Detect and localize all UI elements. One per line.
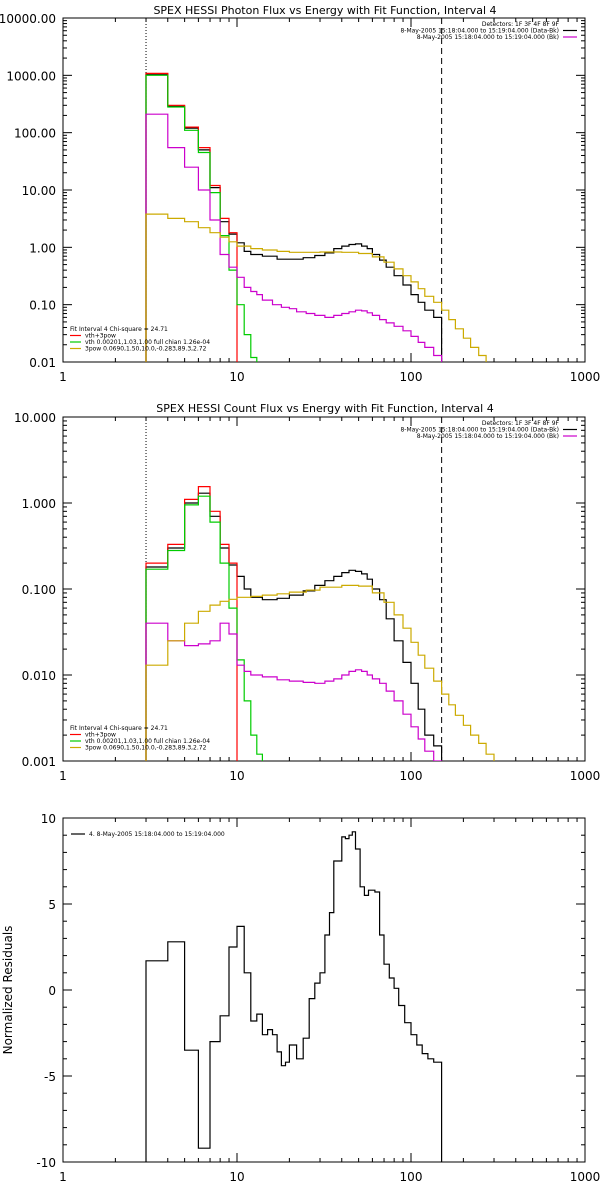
y-tick-label: 10000.00 [0,12,56,26]
y-tick-label: 0.100 [22,583,56,597]
legend-entry: vth+3pow [85,333,116,340]
series-line [145,73,443,362]
legend-entry: 3pow 0.0690,1.50,10.0,-0.283,89.3,2.72 [85,346,207,353]
count-flux-panel: SPEX HESSI Count Flux vs Energy with Fit… [14,402,600,783]
legend-entry: Detectors: 1F 3F 4F 8F 9F [482,21,560,28]
series-line [145,72,238,362]
series-line [145,495,263,761]
x-tick-label: 1000 [570,769,600,783]
y-tick-label: -5 [44,1070,56,1084]
photon-flux-panel: SPEX HESSI Photon Flux vs Energy with Fi… [0,4,600,384]
y-tick-label: 5 [48,898,56,912]
residuals-y-axis-label: Normalized Residuals [1,926,15,1055]
legend-entry: 8-May-2005 15:18:04.000 to 15:19:04.000 … [417,433,559,440]
legend-entry: 8-May-2005 15:18:04.000 to 15:19:04.000 … [400,28,559,35]
plot-frame [62,17,586,363]
y-tick-label: 10.000 [14,411,56,425]
x-tick-label: 1000 [570,1170,600,1184]
plot-frame [62,416,586,762]
x-tick-label: 1 [59,370,67,384]
legend-entry: 8-May-2005 15:18:04.000 to 15:19:04.000 … [400,427,559,434]
legend-entry: vth 0.00201,1.03,1.00 full chian 1.26e-0… [85,339,210,346]
series-line [145,486,238,761]
x-tick-label: 1 [59,769,67,783]
series-line [145,584,495,761]
y-tick-label: 1000.00 [6,69,56,83]
x-tick-label: 1000 [570,370,600,384]
x-tick-label: 100 [400,1170,423,1184]
y-tick-label: 0.001 [22,755,56,769]
x-tick-label: 10 [229,1170,244,1184]
y-tick-label: -10 [36,1156,56,1170]
plot-frame [62,817,586,1163]
series-line [145,74,258,362]
series-line [145,213,487,362]
y-tick-label: 10 [41,812,56,826]
y-tick-label: 100.00 [14,127,56,141]
y-tick-label: 0 [48,984,56,998]
x-tick-label: 1 [59,1170,67,1184]
x-tick-label: 10 [229,370,244,384]
legend-entry: Detectors: 1F 3F 4F 8F 9F [482,420,560,427]
y-tick-label: 0.10 [29,299,56,313]
y-tick-label: 1.000 [22,497,56,511]
series-line [145,831,443,1162]
legend-entry: 3pow 0.0690,1.50,10.0,-0.283,89.3,2.72 [85,745,207,752]
x-tick-label: 10 [229,769,244,783]
legend-entry: Fit Interval 4 Chi-square = 24.71 [70,326,168,333]
legend-entry: Fit Interval 4 Chi-square = 24.71 [70,725,168,732]
series-line [145,113,443,362]
series-line [145,622,443,761]
y-tick-label: 10.00 [22,184,56,198]
y-tick-label: 0.01 [29,356,56,370]
x-tick-label: 100 [400,769,423,783]
residuals-panel: Normalized Residuals 1 10 100 1000 -10 -5 0 5 10… [1,812,600,1184]
legend-entry: vth+3pow [85,732,116,739]
y-tick-label: 1.00 [29,241,56,255]
count-chart-title: SPEX HESSI Count Flux vs Energy with Fit… [156,402,493,415]
photon-chart-title: SPEX HESSI Photon Flux vs Energy with Fi… [153,4,496,17]
legend-entry: 8-May-2005 15:18:04.000 to 15:19:04.000 … [417,34,559,41]
legend-entry: 4. 8-May-2005 15:18:04.000 to 15:19:04.0… [89,831,225,838]
y-tick-label: 0.010 [22,669,56,683]
legend-entry: vth 0.00201,1.03,1.00 full chian 1.26e-0… [85,738,210,745]
x-tick-label: 100 [400,370,423,384]
